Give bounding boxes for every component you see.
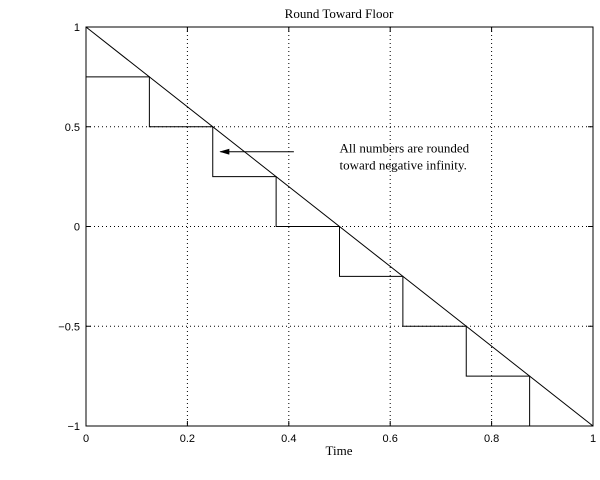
y-tick-label-0: −1 [67, 421, 80, 433]
x-tick-label-2: 0.4 [281, 433, 296, 445]
annotation-text-line-0: All numbers are rounded [340, 141, 470, 156]
y-tick-label-3: 0.5 [65, 122, 80, 134]
y-tick-label-2: 0 [74, 222, 80, 234]
y-tick-label-1: −0.5 [58, 321, 80, 333]
x-tick-label-0: 0 [83, 433, 89, 445]
x-tick-label-4: 0.8 [484, 433, 499, 445]
y-tick-label-4: 1 [74, 22, 80, 34]
series-step-rounded [86, 76, 593, 427]
chart-title: Round Toward Floor [285, 6, 394, 21]
x-tick-label-3: 0.6 [383, 433, 398, 445]
plot-area: 0 0.2 0.4 0.6 0.8 1 −1 −0.5 0 0.5 1 All numbers are… [58, 22, 596, 445]
x-tick-label-5: 1 [590, 433, 596, 445]
x-tick-label-1: 0.2 [180, 433, 195, 445]
x-axis-label: Time [326, 443, 353, 458]
annotation-text-line-1: toward negative infinity. [340, 158, 467, 173]
